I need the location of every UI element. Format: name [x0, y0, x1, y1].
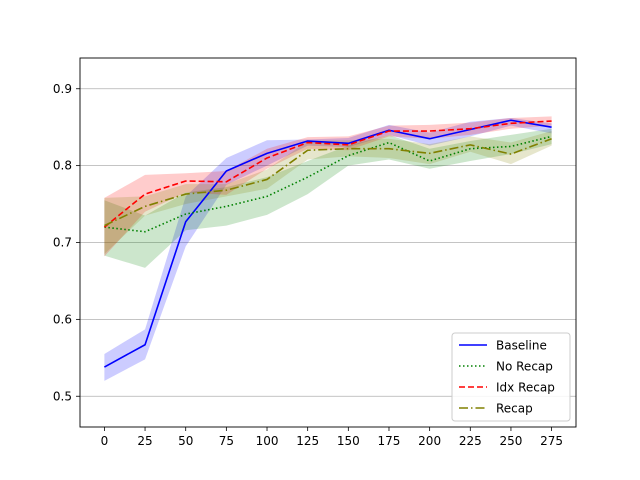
- x-tick-label: 250: [499, 434, 522, 448]
- legend-label: Recap: [496, 402, 533, 416]
- band-no-recap: [104, 128, 552, 268]
- y-tick-label: 0.8: [53, 159, 72, 173]
- legend-label: Baseline: [496, 339, 547, 353]
- axes-layer: 0 25 50 75 100 125 150 175 200 225 250 275 0.5 0.6 0.7…: [53, 57, 577, 448]
- x-tick-label: 275: [540, 434, 563, 448]
- x-tick-label: 225: [459, 434, 482, 448]
- y-tick-label: 0.5: [53, 389, 72, 403]
- x-tick-label: 75: [219, 434, 234, 448]
- line-layer: [103, 119, 552, 368]
- y-tick-label: 0.9: [53, 82, 72, 96]
- legend-label: No Recap: [496, 360, 553, 374]
- x-tick-label: 200: [418, 434, 441, 448]
- x-tick-label: 175: [378, 434, 401, 448]
- series-line-no-recap: [104, 135, 552, 233]
- y-tick-label: 0.7: [53, 236, 72, 250]
- x-tick-label: 125: [296, 434, 319, 448]
- legend: Baseline No Recap Idx Recap Recap: [451, 332, 571, 422]
- legend-label: Idx Recap: [496, 381, 555, 395]
- x-tick-label: 0: [101, 434, 109, 448]
- x-tick-label: 25: [137, 434, 152, 448]
- x-tick-label: 50: [178, 434, 193, 448]
- x-tick-label: 100: [256, 434, 279, 448]
- x-tick-label: 150: [337, 434, 360, 448]
- legend-box: [451, 332, 571, 422]
- series-line-idx-recap: [103, 120, 552, 228]
- y-tick-label: 0.6: [53, 312, 72, 326]
